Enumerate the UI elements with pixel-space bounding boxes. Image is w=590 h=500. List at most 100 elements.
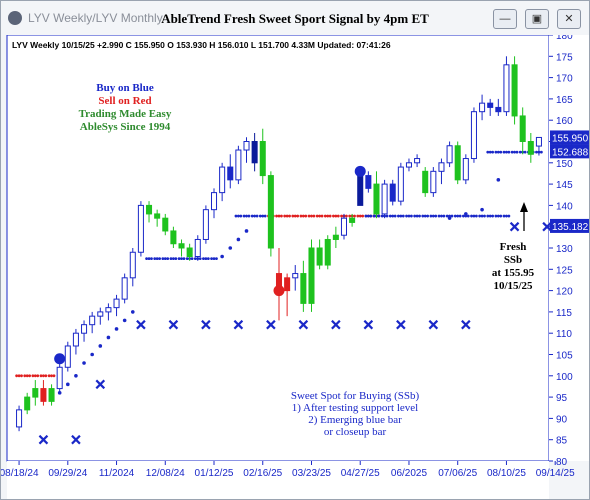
stop-dot — [180, 257, 183, 261]
price-label-box — [550, 144, 589, 159]
stop-dot — [353, 214, 356, 218]
stop-dot — [466, 214, 470, 218]
minimize-button[interactable]: — — [493, 9, 517, 29]
chart-header: LYV Weekly 10/15/25 +2.990 C 155.950 O 1… — [12, 40, 391, 50]
stop-dot — [472, 214, 476, 218]
y-tick-label: 150 — [556, 159, 573, 170]
legend-line: AbleSys Since 1994 — [80, 121, 171, 133]
stop-dot — [277, 214, 281, 218]
stop-dot — [505, 214, 508, 218]
stop-dot — [210, 257, 213, 261]
candle-body — [349, 217, 356, 223]
trail-dot — [122, 318, 127, 323]
stop-dot — [234, 214, 238, 218]
stop-dot — [496, 214, 500, 218]
stop-dot — [318, 214, 322, 218]
x-axis-panel — [7, 461, 549, 499]
stop-dot — [242, 214, 246, 218]
stop-dot — [288, 214, 291, 218]
y-tick-label: 100 — [556, 372, 573, 383]
trail-dot — [57, 391, 62, 395]
title-bar: LYV Weekly/LYV Monthly AbleTrend Fresh S… — [1, 1, 589, 35]
trail-dot — [114, 327, 119, 331]
stop-dot — [483, 214, 486, 218]
trail-dot — [74, 374, 78, 378]
stop-dot — [461, 214, 465, 218]
stop-dot — [502, 150, 506, 154]
stop-dot — [405, 214, 408, 218]
stop-dot — [523, 150, 527, 154]
price-label-box — [550, 218, 589, 233]
stop-dot — [20, 374, 23, 378]
stop-dot — [25, 374, 29, 378]
stop-dot — [401, 214, 405, 218]
x-marker — [396, 319, 406, 330]
stop-dot — [150, 257, 153, 261]
chart-tabs[interactable]: LYV Weekly/LYV Monthly — [28, 11, 163, 25]
x-marker-stroke — [201, 319, 211, 330]
stop-dot — [245, 214, 248, 218]
stop-dot — [513, 150, 516, 154]
maximize-button[interactable]: ▣ — [525, 9, 549, 29]
stop-dot — [369, 214, 373, 218]
stop-dot — [340, 214, 343, 218]
stop-dot — [307, 214, 311, 218]
y-tick-label: 95 — [556, 393, 568, 404]
x-tick-label: 02/16/25 — [243, 468, 282, 479]
candle-body — [97, 311, 104, 317]
x-marker-stroke — [136, 319, 146, 330]
price-chart[interactable]: 8085909510010511011512012513013514014515… — [1, 35, 589, 499]
stop-dot — [499, 150, 503, 154]
stop-dot — [507, 214, 511, 218]
stop-dot — [486, 214, 490, 218]
stop-dot — [453, 214, 457, 218]
fresh-ssb-annotation-line: SSb — [504, 254, 522, 266]
stop-dot — [161, 257, 165, 261]
y-tick-label: 115 — [556, 308, 572, 319]
x-marker — [509, 221, 520, 232]
x-marker — [428, 319, 439, 330]
stop-dot — [361, 214, 365, 218]
stop-dot — [44, 374, 48, 378]
stop-dot — [42, 374, 45, 378]
stop-dot — [239, 214, 243, 218]
stop-dot — [356, 214, 360, 218]
candle-body — [154, 213, 161, 219]
candle-body — [202, 209, 209, 240]
stop-dot — [456, 214, 460, 218]
close-button[interactable]: ✕ — [557, 9, 581, 29]
candle-body — [405, 162, 412, 168]
fresh-ssb-arrowhead — [520, 202, 528, 212]
stop-dot — [293, 214, 297, 218]
trail-dot — [236, 237, 241, 242]
candle-body — [446, 145, 453, 164]
candle-body — [64, 345, 71, 368]
stop-dot — [202, 257, 205, 261]
price-label: 135.182 — [552, 222, 589, 233]
stop-dot — [261, 214, 265, 218]
candle-body — [235, 149, 242, 181]
stop-dot — [358, 214, 362, 218]
price-label: 152.688 — [552, 147, 589, 158]
stop-dot — [204, 257, 208, 261]
stop-dot — [399, 214, 403, 218]
x-marker-stroke — [95, 379, 106, 390]
stop-dot — [494, 214, 498, 218]
stop-dot — [33, 374, 37, 378]
stop-dot — [505, 150, 508, 154]
stop-dot — [535, 150, 538, 154]
stop-dot — [285, 214, 289, 218]
signal-dot — [354, 165, 366, 177]
trail-dot — [82, 361, 86, 365]
candle-body — [438, 162, 445, 172]
stop-dot — [323, 214, 327, 218]
ssb-annotation-line: 1) After testing support level — [292, 402, 418, 414]
stop-dot — [431, 214, 435, 218]
stop-dot — [385, 214, 389, 218]
stop-dot — [413, 214, 417, 218]
stop-dot — [502, 214, 506, 218]
candle-body — [414, 158, 421, 164]
y-tick-label: 145 — [556, 180, 573, 191]
stop-dot — [52, 374, 56, 378]
stop-dot — [332, 214, 335, 218]
